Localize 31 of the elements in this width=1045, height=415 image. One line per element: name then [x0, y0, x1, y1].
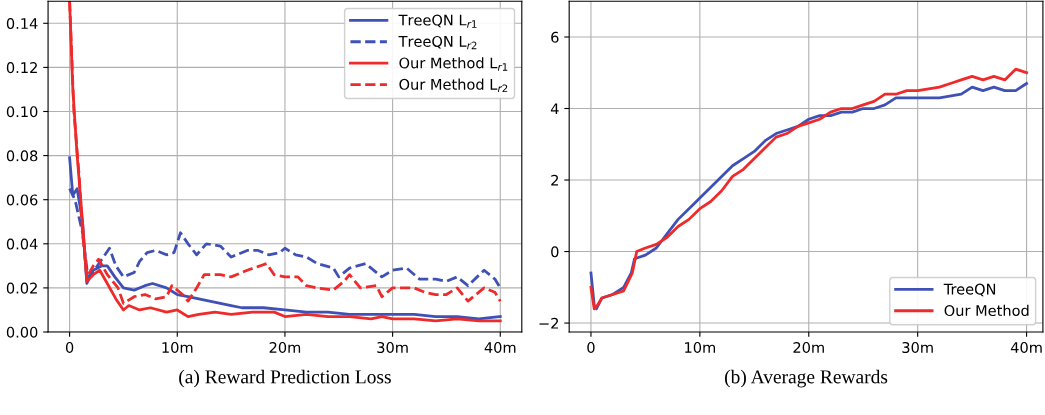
x-tick-label: 40m	[1010, 341, 1042, 354]
x-tick-label: 20m	[269, 341, 301, 354]
x-tick-label: 0	[587, 341, 595, 354]
y-tick-label: 0.14	[6, 18, 38, 30]
legend-label: Our Method L$_{r1}$	[399, 57, 508, 71]
y-tick-label: 4	[550, 103, 559, 115]
y-tick-label: 0.12	[6, 62, 37, 74]
y-tick-label: 2	[551, 174, 558, 186]
x-tick-label: 40m	[484, 341, 516, 354]
legend-label: Our Method	[944, 304, 1029, 317]
y-tick-label: −2	[539, 317, 558, 329]
y-tick-label: 0.06	[6, 194, 38, 206]
legend-label: Our Method L$_{r2}$	[399, 78, 508, 93]
x-tick-label: 10m	[162, 341, 193, 354]
y-tick-label: 0.02	[6, 282, 37, 294]
legend-label: TreeQN	[943, 283, 996, 297]
y-tick-label: 6	[551, 31, 559, 43]
y-tick-label: 0	[551, 246, 559, 258]
x-tick-label: 0	[65, 341, 74, 354]
x-axis-title: (b) Average Rewards	[725, 369, 888, 388]
y-tick-label: 0.00	[6, 326, 38, 338]
x-tick-label: 30m	[902, 341, 933, 354]
x-tick-label: 20m	[793, 341, 824, 354]
x-axis-title: (a) Reward Prediction Loss	[179, 369, 391, 388]
y-tick-label: 0.08	[6, 150, 38, 162]
legend-label: TreeQN L$_{r1}$	[398, 14, 477, 28]
x-tick-label: 30m	[377, 341, 408, 354]
y-tick-label: 0.10	[6, 106, 38, 118]
x-tick-label: 10m	[685, 341, 716, 354]
y-tick-label: 0.04	[6, 238, 38, 250]
legend-label: TreeQN L$_{r2}$	[398, 35, 477, 50]
